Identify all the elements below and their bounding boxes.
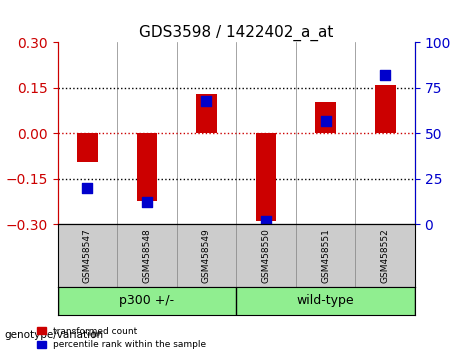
Point (203, 98, 210, 103)
Text: GSM458548: GSM458548 (142, 228, 152, 283)
Text: wild-type: wild-type (297, 294, 355, 307)
Point (84, 185, 91, 191)
Point (262, 218, 270, 223)
Bar (255, 133, 277, 221)
Text: GSM458549: GSM458549 (202, 228, 211, 283)
Text: p300 +/-: p300 +/- (119, 294, 175, 307)
Point (322, 118, 329, 124)
Text: GSM458550: GSM458550 (261, 228, 271, 283)
Bar (77, 133, 98, 162)
Legend: transformed count, percentile rank within the sample: transformed count, percentile rank withi… (37, 327, 206, 349)
Bar (136, 133, 157, 201)
Title: GDS3598 / 1422402_a_at: GDS3598 / 1422402_a_at (139, 25, 333, 41)
Point (143, 200, 151, 205)
Bar (196, 94, 217, 133)
Text: genotype/variation: genotype/variation (5, 330, 104, 339)
Text: GSM458551: GSM458551 (321, 228, 330, 283)
Bar (315, 102, 336, 133)
Text: GSM458547: GSM458547 (83, 228, 92, 283)
Bar (375, 85, 396, 133)
Text: GSM458552: GSM458552 (381, 228, 390, 283)
Point (381, 72, 389, 78)
